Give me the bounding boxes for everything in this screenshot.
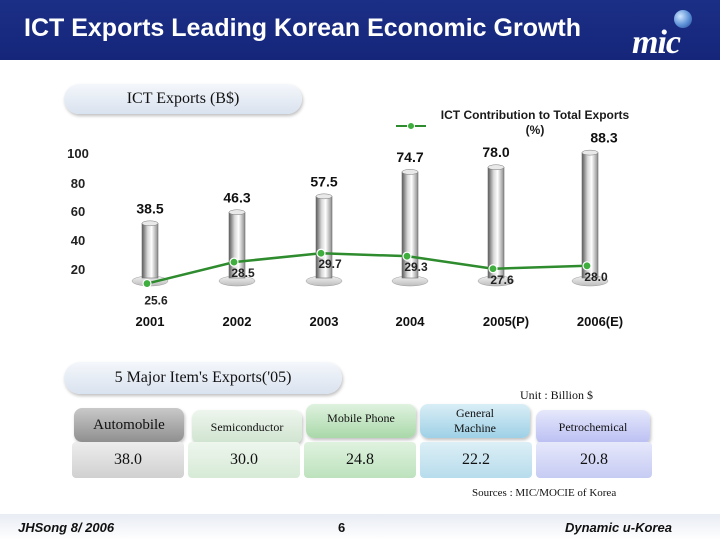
table-value-semiconductor: 30.0: [188, 442, 300, 478]
x-tick-label: 2005(P): [483, 314, 529, 329]
bar: [141, 223, 159, 279]
major-items-section-label: 5 Major Item's Exports('05): [64, 362, 342, 394]
exports-section-label: ICT Exports (B$): [64, 84, 302, 114]
bar-value-label: 78.0: [482, 144, 509, 160]
bar-cap: [141, 220, 159, 227]
bar-cap: [487, 164, 505, 170]
y-tick-label: 100: [67, 146, 89, 161]
x-tick-label: 2001: [136, 314, 165, 329]
slide-title: ICT Exports Leading Korean Economic Grow…: [24, 14, 582, 42]
logo-wordmark: mic: [632, 24, 681, 61]
y-tick-label: 60: [71, 204, 85, 219]
table-value-general-machine: 22.2: [420, 442, 532, 478]
line-point: [582, 261, 592, 271]
line-point: [316, 248, 326, 258]
x-tick-label: 2002: [223, 314, 252, 329]
exports-section-text: ICT Exports (B$): [126, 90, 240, 107]
item-name: Mobile Phone: [327, 411, 395, 425]
legend-line-marker: [396, 118, 426, 130]
line-value-label: 28.5: [231, 266, 255, 280]
line-value-label: 25.6: [144, 294, 168, 308]
bar-cap: [401, 169, 419, 175]
y-tick-label: 20: [71, 262, 85, 277]
bar-value-label: 74.7: [396, 149, 423, 165]
exports-chart: 38.5 46.3 57.5 74.7 78.0 88.3 25.6 28.5 29.7 29.3…: [67, 130, 623, 329]
table-header-petrochemical: Petrochemical: [536, 410, 650, 444]
major-items-section-text: 5 Major Item's Exports('05): [114, 369, 292, 386]
globe-icon: [674, 10, 692, 28]
x-tick-label: 2004: [396, 314, 426, 329]
table-header-semiconductor: Semiconductor: [192, 410, 302, 444]
bar-cap: [315, 193, 333, 200]
bar-value-label: 57.5: [310, 173, 337, 189]
line-value-label: 29.7: [318, 257, 342, 271]
bar-value-label: 46.3: [223, 189, 250, 205]
footer-author: JHSong 8/ 2006: [18, 520, 115, 535]
table-header-mobile-phone: Mobile Phone: [306, 404, 416, 438]
title-bar: [0, 0, 720, 60]
y-tick-label: 80: [71, 176, 85, 191]
bar-value-label: 88.3: [590, 130, 617, 146]
x-tick-label: 2006(E): [577, 314, 623, 329]
line-point: [402, 251, 412, 261]
item-name: General Machine: [454, 406, 496, 435]
footer-page-number: 6: [338, 520, 346, 535]
item-name: Semiconductor: [210, 420, 284, 434]
item-name: Petrochemical: [558, 420, 628, 434]
line-point: [229, 257, 239, 267]
bar: [581, 152, 599, 279]
table-header-general-machine: General Machine: [420, 404, 530, 438]
bar-value-label: 38.5: [136, 200, 163, 216]
bar-cap: [581, 149, 599, 156]
contribution-line: [146, 251, 588, 285]
table-value-automobile: 38.0: [72, 442, 184, 478]
line-value-label: 28.0: [584, 270, 608, 284]
line-point: [488, 264, 498, 274]
bar: [487, 166, 505, 279]
legend-contribution-label: ICT Contribution to Total Exports (%): [440, 108, 630, 137]
unit-label: Unit : Billion $: [520, 388, 594, 402]
item-name: Automobile: [93, 417, 165, 433]
source-note: Sources : MIC/MOCIE of Korea: [472, 487, 617, 499]
mic-logo: mic: [630, 6, 714, 61]
table-header-automobile: Automobile: [74, 408, 184, 442]
footer-bar: [0, 514, 720, 540]
table-value-mobile-phone: 24.8: [304, 442, 416, 478]
x-tick-label: 2003: [310, 314, 339, 329]
bar-cap: [228, 209, 246, 216]
line-value-label: 29.3: [404, 260, 428, 274]
line-value-label: 27.6: [490, 273, 514, 287]
table-value-petrochemical: 20.8: [536, 442, 652, 478]
y-tick-label: 40: [71, 233, 85, 248]
footer-slogan: Dynamic u-Korea: [565, 520, 672, 535]
line-point: [142, 278, 152, 289]
